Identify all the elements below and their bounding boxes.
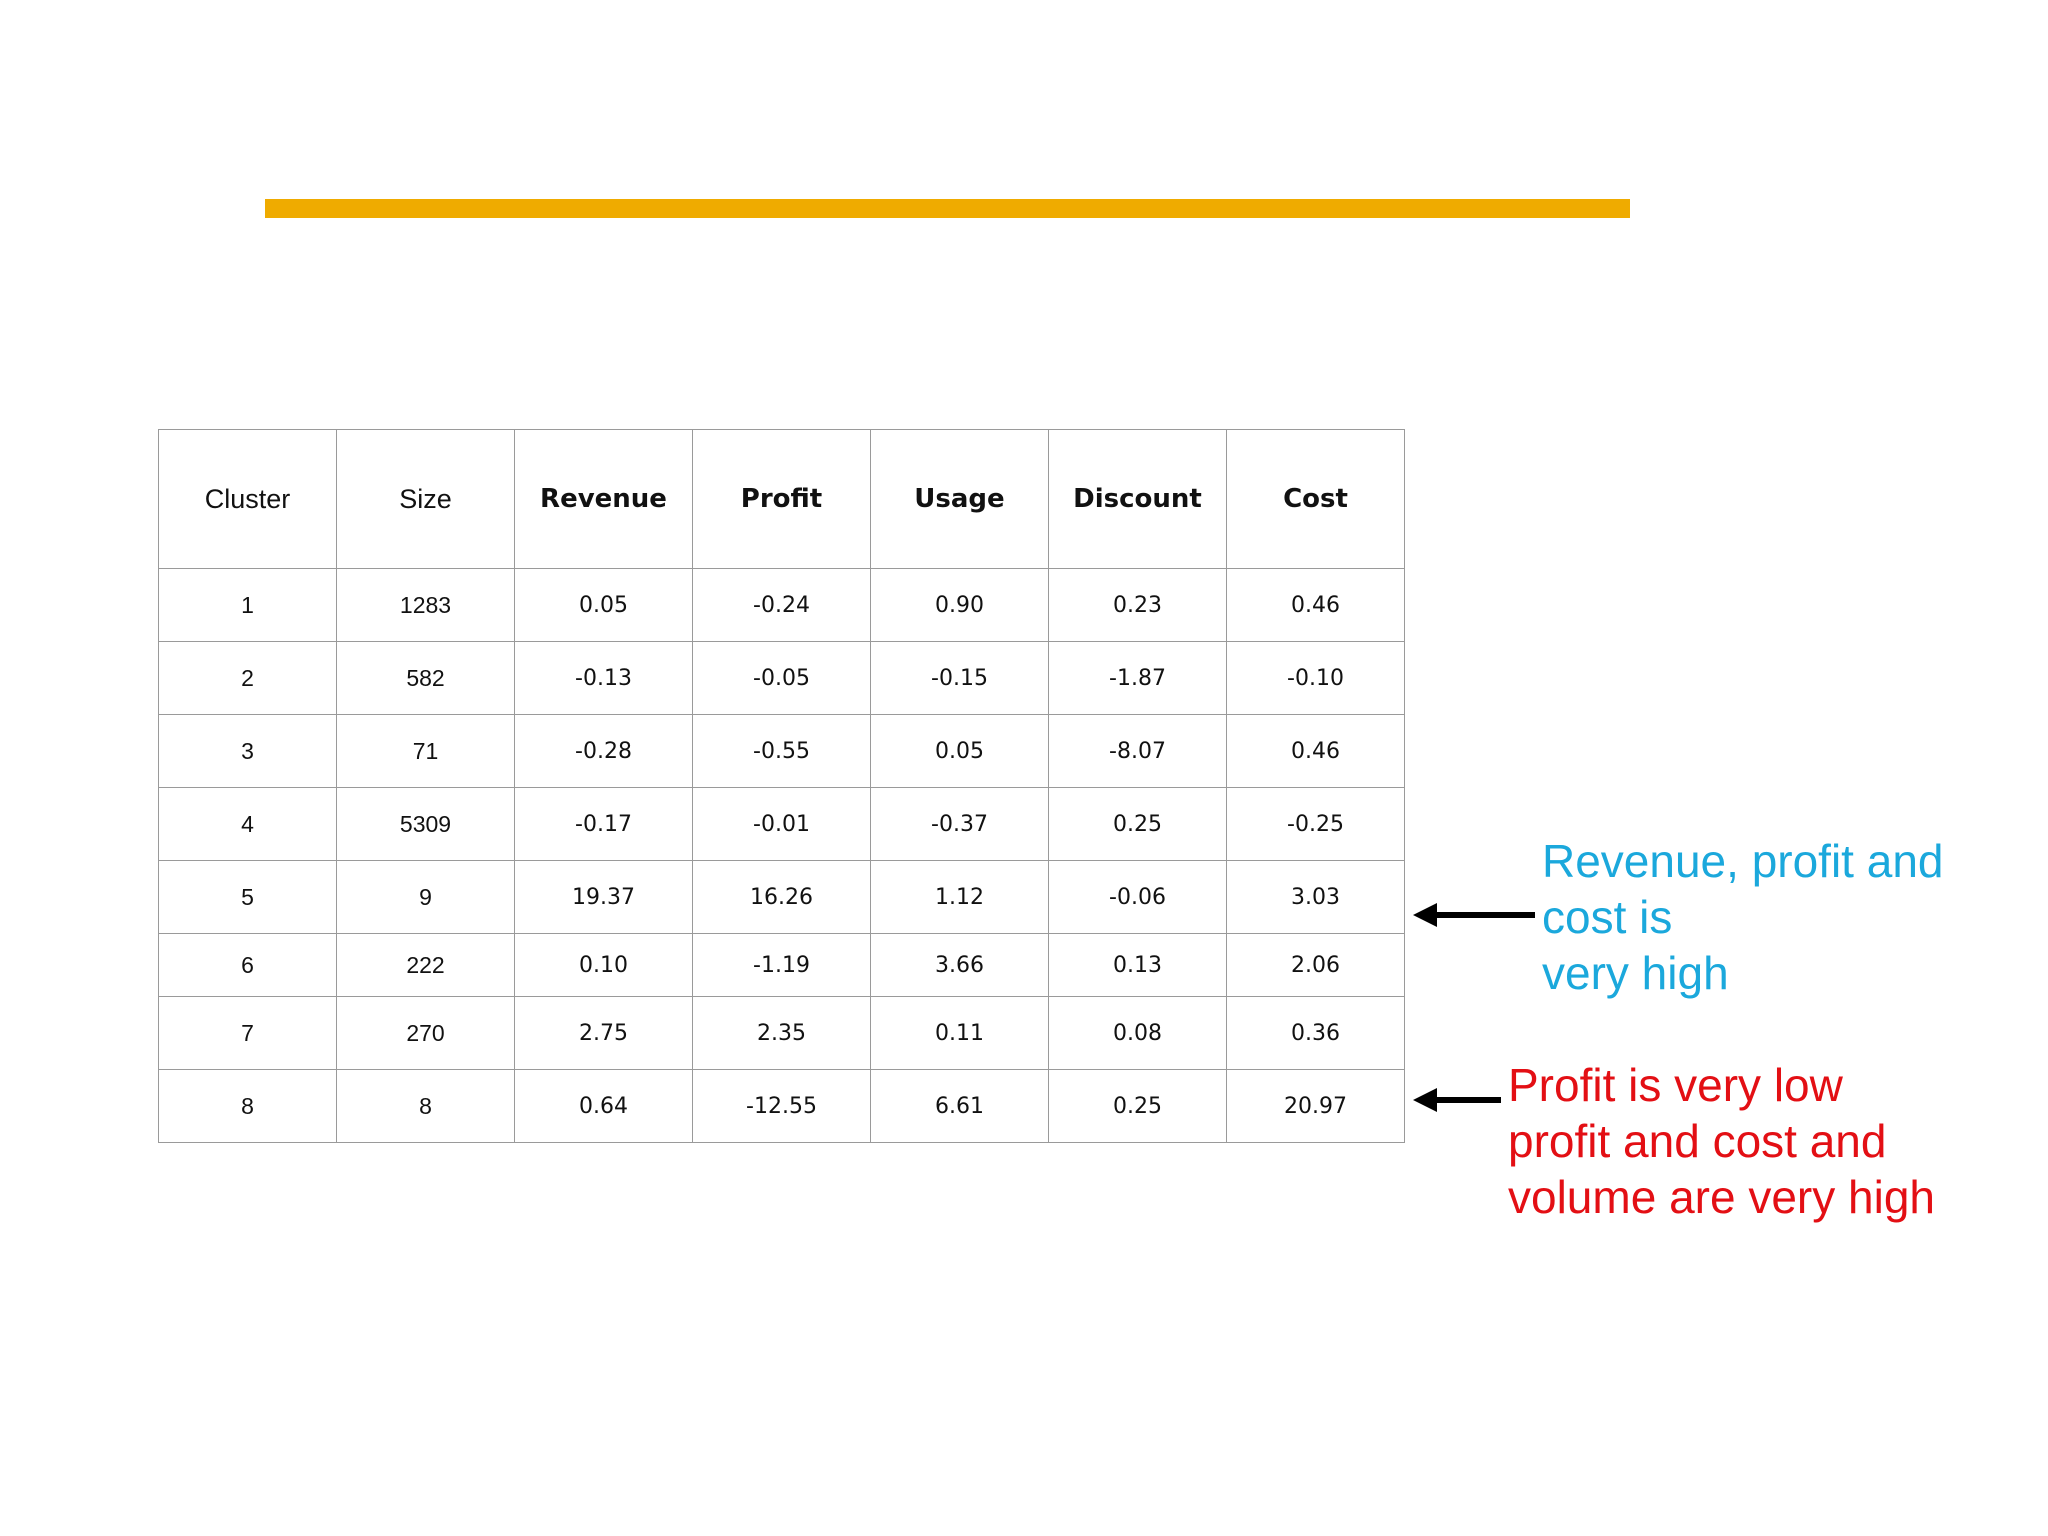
accent-bar	[265, 199, 1630, 218]
cell-cluster: 3	[158, 714, 337, 788]
annotation-red-line: Profit is very low	[1508, 1059, 1843, 1111]
cell-cluster: 1	[158, 568, 337, 642]
left-arrow-icon	[1413, 1088, 1501, 1112]
cell-usage: 3.66	[870, 933, 1049, 997]
table-row: 5 9 19.37 16.26 1.12 -0.06 3.03	[158, 860, 1405, 934]
header-profit: Profit	[692, 429, 871, 569]
cell-revenue: -0.17	[514, 787, 693, 861]
table-row: 1 1283 0.05 -0.24 0.90 0.23 0.46	[158, 568, 1405, 642]
cell-size: 71	[336, 714, 515, 788]
cell-cost: 0.46	[1226, 568, 1405, 642]
header-discount: Discount	[1048, 429, 1227, 569]
annotation-red-line: volume are very high	[1508, 1171, 1935, 1223]
cell-size: 1283	[336, 568, 515, 642]
cell-usage: 0.11	[870, 996, 1049, 1070]
cell-discount: -0.06	[1048, 860, 1227, 934]
cell-usage: 1.12	[870, 860, 1049, 934]
cell-revenue: 2.75	[514, 996, 693, 1070]
cell-cluster: 6	[158, 933, 337, 997]
cell-discount: 0.25	[1048, 1069, 1227, 1143]
cluster-table: Cluster Size Revenue Profit Usage Discou…	[158, 429, 1405, 1143]
cell-cost: 0.46	[1226, 714, 1405, 788]
annotation-red-line: profit and cost and	[1508, 1115, 1887, 1167]
table-row: 2 582 -0.13 -0.05 -0.15 -1.87 -0.10	[158, 641, 1405, 715]
table-row: 3 71 -0.28 -0.55 0.05 -8.07 0.46	[158, 714, 1405, 788]
cell-cost: 2.06	[1226, 933, 1405, 997]
left-arrow-icon	[1413, 903, 1535, 927]
cell-size: 222	[336, 933, 515, 997]
table-row: 6 222 0.10 -1.19 3.66 0.13 2.06	[158, 933, 1405, 997]
cell-profit: -0.24	[692, 568, 871, 642]
cell-cluster: 2	[158, 641, 337, 715]
table-row: 8 8 0.64 -12.55 6.61 0.25 20.97	[158, 1069, 1405, 1143]
table-row: 4 5309 -0.17 -0.01 -0.37 0.25 -0.25	[158, 787, 1405, 861]
cell-discount: 0.25	[1048, 787, 1227, 861]
cell-profit: -12.55	[692, 1069, 871, 1143]
cell-size: 270	[336, 996, 515, 1070]
cell-profit: 2.35	[692, 996, 871, 1070]
cell-profit: -1.19	[692, 933, 871, 997]
header-usage: Usage	[870, 429, 1049, 569]
annotation-blue-line: very high	[1542, 947, 1729, 999]
cell-cluster: 8	[158, 1069, 337, 1143]
cell-usage: 6.61	[870, 1069, 1049, 1143]
cell-size: 5309	[336, 787, 515, 861]
cell-revenue: 0.10	[514, 933, 693, 997]
annotation-blue-line: Revenue, profit and	[1542, 835, 1944, 887]
cell-size: 582	[336, 641, 515, 715]
cell-size: 9	[336, 860, 515, 934]
cell-profit: -0.55	[692, 714, 871, 788]
cell-revenue: -0.28	[514, 714, 693, 788]
table-header-row: Cluster Size Revenue Profit Usage Discou…	[158, 429, 1405, 569]
cell-usage: 0.05	[870, 714, 1049, 788]
cell-usage: -0.37	[870, 787, 1049, 861]
annotation-red: Profit is very low profit and cost and v…	[1508, 1057, 1935, 1225]
annotation-blue: Revenue, profit and cost is very high	[1542, 833, 1944, 1001]
cell-size: 8	[336, 1069, 515, 1143]
cell-cluster: 4	[158, 787, 337, 861]
cell-discount: 0.08	[1048, 996, 1227, 1070]
cell-profit: -0.01	[692, 787, 871, 861]
cell-discount: -8.07	[1048, 714, 1227, 788]
cell-usage: -0.15	[870, 641, 1049, 715]
cell-cost: 20.97	[1226, 1069, 1405, 1143]
cell-cost: -0.25	[1226, 787, 1405, 861]
header-cluster: Cluster	[158, 429, 337, 569]
cell-profit: 16.26	[692, 860, 871, 934]
table-row: 7 270 2.75 2.35 0.11 0.08 0.36	[158, 996, 1405, 1070]
cell-revenue: -0.13	[514, 641, 693, 715]
header-size: Size	[336, 429, 515, 569]
cell-discount: -1.87	[1048, 641, 1227, 715]
cell-revenue: 0.05	[514, 568, 693, 642]
cell-cluster: 5	[158, 860, 337, 934]
header-cost: Cost	[1226, 429, 1405, 569]
cell-cost: -0.10	[1226, 641, 1405, 715]
annotation-blue-line: cost is	[1542, 891, 1673, 943]
cell-cost: 0.36	[1226, 996, 1405, 1070]
header-revenue: Revenue	[514, 429, 693, 569]
cell-cost: 3.03	[1226, 860, 1405, 934]
cell-discount: 0.13	[1048, 933, 1227, 997]
cell-cluster: 7	[158, 996, 337, 1070]
cell-discount: 0.23	[1048, 568, 1227, 642]
cell-profit: -0.05	[692, 641, 871, 715]
cell-revenue: 0.64	[514, 1069, 693, 1143]
cell-usage: 0.90	[870, 568, 1049, 642]
cell-revenue: 19.37	[514, 860, 693, 934]
